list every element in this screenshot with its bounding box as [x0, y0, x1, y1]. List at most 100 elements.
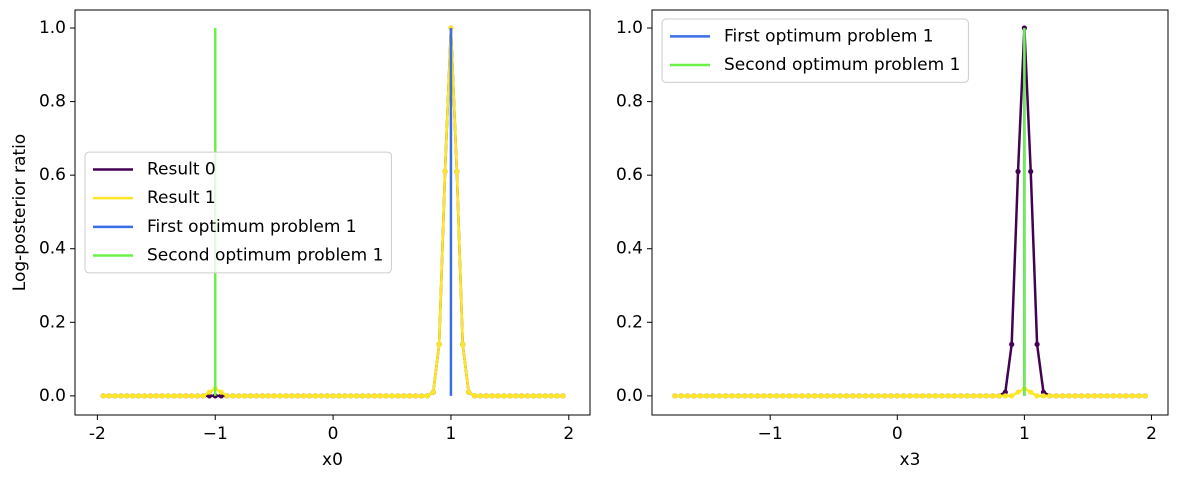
data-point — [862, 393, 869, 399]
data-point — [253, 393, 260, 399]
x-tick-label: 2 — [1146, 424, 1157, 444]
data-point — [1091, 393, 1097, 399]
data-point — [697, 393, 703, 399]
data-point — [118, 393, 124, 399]
data-point — [247, 393, 254, 399]
data-point — [442, 168, 448, 175]
x-axis-label: x0 — [322, 450, 343, 470]
data-point — [824, 393, 830, 399]
legend-label: Result 0 — [147, 159, 216, 179]
data-point — [1117, 393, 1123, 399]
x-tick-label: 0 — [892, 424, 903, 444]
y-tick-label: 0.8 — [39, 92, 66, 112]
data-point — [843, 393, 850, 399]
data-point — [716, 393, 722, 399]
legend-label: First optimum problem 1 — [724, 26, 934, 46]
x-tick-label: 1 — [1019, 424, 1030, 444]
data-point — [324, 393, 330, 399]
data-point — [780, 393, 786, 399]
data-point — [548, 393, 554, 399]
data-point — [489, 393, 495, 399]
data-point — [894, 393, 900, 399]
data-point — [773, 393, 780, 399]
data-point — [754, 393, 761, 399]
data-point — [881, 393, 888, 399]
data-point — [218, 393, 224, 399]
data-point — [748, 393, 754, 399]
data-point — [395, 393, 401, 399]
y-tick-label: 0.0 — [616, 386, 643, 406]
data-point — [289, 393, 295, 399]
data-point — [354, 393, 360, 399]
plot-area — [100, 25, 566, 399]
data-point — [1110, 393, 1116, 399]
data-point — [259, 393, 265, 399]
data-point — [424, 393, 430, 399]
data-point — [330, 393, 336, 399]
data-point — [189, 393, 195, 399]
y-tick-label: 0.4 — [39, 239, 66, 259]
data-point — [112, 393, 118, 399]
data-point — [939, 393, 945, 399]
data-point — [200, 393, 207, 399]
data-point — [177, 393, 183, 399]
legend-frame — [84, 151, 392, 274]
data-point — [136, 393, 142, 399]
data-point — [684, 393, 691, 399]
data-point — [124, 393, 130, 399]
data-point — [224, 393, 230, 399]
data-point — [837, 393, 843, 399]
data-point — [159, 393, 165, 399]
data-point — [691, 393, 697, 399]
data-point — [536, 393, 542, 399]
data-point — [371, 393, 377, 399]
data-point — [1002, 393, 1008, 399]
data-point — [171, 393, 177, 399]
y-tick-label: 0.6 — [39, 165, 66, 185]
data-point — [678, 393, 684, 399]
data-point — [964, 393, 970, 399]
data-point — [1028, 389, 1034, 395]
data-point — [951, 393, 958, 399]
y-tick-label: 0.2 — [616, 312, 643, 332]
data-point — [230, 393, 236, 399]
data-point — [812, 393, 818, 399]
legend-label: First optimum problem 1 — [147, 217, 357, 237]
data-point — [1085, 393, 1091, 399]
data-point — [277, 393, 283, 399]
data-point — [1040, 389, 1047, 395]
data-point — [407, 393, 413, 399]
data-point — [761, 393, 767, 399]
data-point — [799, 393, 805, 399]
data-point — [348, 393, 354, 399]
data-point — [831, 393, 837, 399]
data-point — [501, 393, 507, 399]
data-point — [1142, 393, 1148, 399]
data-point — [560, 393, 566, 399]
data-point — [460, 341, 466, 347]
data-point — [875, 393, 881, 399]
data-point — [336, 393, 342, 399]
data-point — [524, 393, 531, 399]
data-point — [1009, 341, 1015, 347]
data-point — [945, 393, 951, 399]
data-point — [389, 393, 395, 399]
legend-frame — [661, 18, 969, 83]
data-point — [306, 393, 313, 399]
data-point — [1015, 168, 1021, 175]
data-point — [913, 393, 919, 399]
data-point — [130, 393, 136, 399]
y-tick-label: 0.0 — [39, 386, 66, 406]
data-point — [153, 393, 159, 399]
data-point — [672, 393, 678, 399]
data-point — [412, 393, 419, 399]
data-point — [206, 393, 212, 399]
data-point — [1053, 393, 1059, 399]
data-point — [1072, 393, 1078, 399]
data-point — [312, 393, 319, 399]
legend-label: Second optimum problem 1 — [724, 55, 960, 75]
data-point — [970, 393, 977, 399]
data-point — [242, 393, 248, 399]
data-point — [1040, 393, 1047, 399]
data-point — [194, 393, 201, 399]
